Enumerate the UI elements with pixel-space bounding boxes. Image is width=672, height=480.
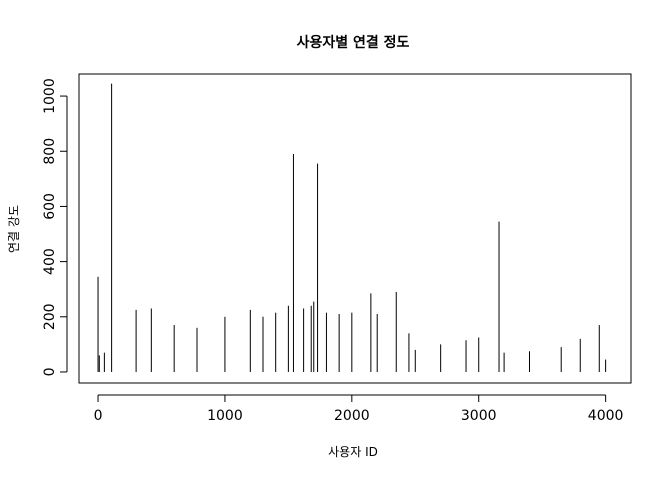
y-tick-label: 400 [42,248,58,275]
x-axis: 0 1000 2000 3000 4000 [94,394,624,424]
x-tick-label: 0 [94,408,103,424]
x-axis-label: 사용자 ID [328,445,378,459]
x-tick-label: 2000 [334,408,370,424]
chart-title: 사용자별 연결 정도 [297,34,410,51]
x-tick-label: 3000 [461,408,497,424]
bars-group [97,83,607,372]
plot-frame [78,73,632,384]
y-tick-label: 800 [42,138,58,165]
x-tick-label: 1000 [207,408,243,424]
y-axis: 0 200 400 600 800 1000 [42,78,68,377]
x-tick-label: 4000 [588,408,624,424]
y-tick-label: 1000 [42,78,58,114]
y-tick-label: 600 [42,193,58,220]
y-axis-label: 연결 강도 [7,205,21,253]
y-tick-label: 200 [42,303,58,330]
y-tick-label: 0 [42,368,58,377]
